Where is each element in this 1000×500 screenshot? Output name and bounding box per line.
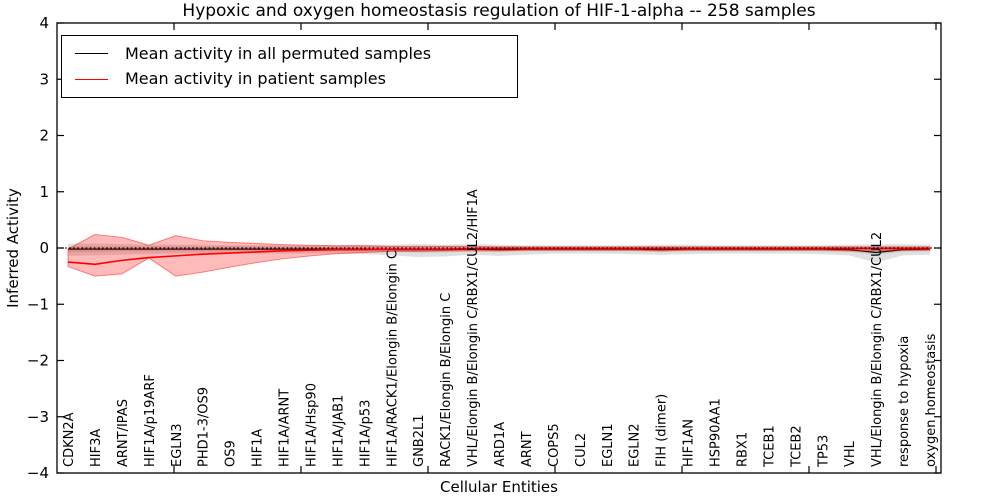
x-tick-label: VHL/Elongin B/Elongin C/RBX1/CUL2 bbox=[870, 232, 885, 467]
patient-samples-range bbox=[67, 233, 931, 277]
y-tick-label: 4 bbox=[39, 14, 49, 32]
x-tick-label: TCEB1 bbox=[762, 425, 777, 468]
y-tick-label: −4 bbox=[27, 464, 49, 482]
x-tick-label: oxygen homeostasis bbox=[924, 333, 939, 467]
legend-label: Mean activity in patient samples bbox=[125, 69, 386, 89]
x-tick-label: EGLN3 bbox=[170, 423, 185, 467]
legend-item-patient: Mean activity in patient samples bbox=[75, 71, 517, 87]
x-axis-label: Cellular Entities bbox=[440, 478, 558, 496]
x-tick-label: OS9 bbox=[224, 440, 239, 467]
x-tick-label: response to hypoxia bbox=[897, 336, 912, 467]
x-tick-label: FIH (dimer) bbox=[655, 394, 670, 467]
y-tick-label: −2 bbox=[27, 352, 49, 370]
x-tick-label: VHL/Elongin B/Elongin C/RBX1/CUL2/HIF1A bbox=[466, 189, 481, 467]
x-tick-label: ARD1A bbox=[493, 422, 508, 467]
x-tick-label: HIF1A bbox=[251, 429, 266, 467]
x-tick-label: EGLN2 bbox=[628, 423, 643, 467]
y-tick-label: 2 bbox=[39, 127, 49, 145]
x-tick-label: RBX1 bbox=[735, 432, 750, 467]
x-tick-label: ARNT/IPAS bbox=[116, 399, 131, 467]
y-tick-label: 1 bbox=[39, 183, 49, 201]
x-tick-label: ARNT bbox=[520, 431, 535, 467]
patient-line-swatch-icon bbox=[75, 78, 108, 80]
y-tick-label: 3 bbox=[39, 70, 49, 88]
x-tick-label: HIF1AN bbox=[682, 419, 697, 467]
x-tick-label: HIF1A/RACK1/Elongin B/Elongin C bbox=[385, 250, 400, 467]
y-axis-label: Inferred Activity bbox=[4, 188, 22, 308]
y-tick-label: −3 bbox=[27, 408, 49, 426]
y-tick-label: −1 bbox=[27, 295, 49, 313]
x-tick-label: VHL bbox=[843, 440, 858, 467]
x-tick-label: CUL2 bbox=[574, 433, 589, 467]
x-tick-label: HIF1A/JAB1 bbox=[331, 395, 346, 467]
x-tick-label: HIF3A bbox=[89, 429, 104, 467]
permuted-line-swatch-icon bbox=[75, 53, 108, 55]
legend: Mean activity in all permuted samples Me… bbox=[61, 35, 518, 98]
x-tick-label: TCEB2 bbox=[789, 425, 804, 468]
chart-title: Hypoxic and oxygen homeostasis regulatio… bbox=[182, 1, 816, 21]
x-tick-label: EGLN1 bbox=[601, 423, 616, 467]
y-tick-label: 0 bbox=[39, 239, 49, 257]
x-tick-label: GNB2L1 bbox=[412, 414, 427, 467]
x-tick-label: HIF1A/ARNT bbox=[278, 389, 293, 467]
x-tick-label: TP53 bbox=[816, 435, 831, 468]
x-tick-label: PHD1-3/OS9 bbox=[197, 387, 212, 467]
x-tick-label: HIF1A/p53 bbox=[358, 400, 373, 467]
legend-item-permuted: Mean activity in all permuted samples bbox=[75, 43, 517, 63]
patient-mean-line bbox=[67, 247, 930, 266]
x-tick-label: CDKN2A bbox=[62, 412, 77, 467]
x-tick-label: HSP90AA1 bbox=[709, 398, 724, 467]
x-tick-label: HIF1A/Hsp90 bbox=[304, 383, 319, 467]
legend-label: Mean activity in all permuted samples bbox=[125, 43, 432, 63]
x-tick-label: HIF1A/p19ARF bbox=[143, 374, 158, 467]
x-tick-label: COPS5 bbox=[547, 423, 562, 467]
x-tick-label: RACK1/Elongin B/Elongin C bbox=[439, 293, 454, 467]
